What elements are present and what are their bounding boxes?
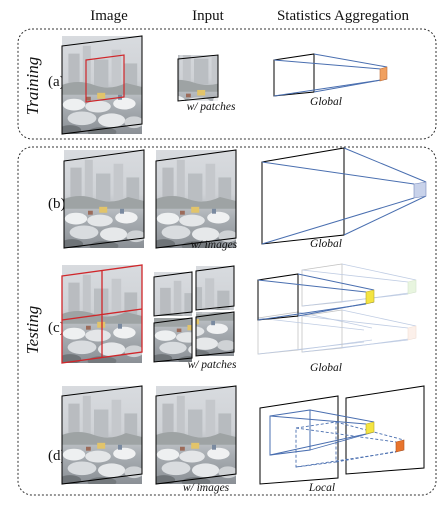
caption-d-input: w/ images <box>183 482 230 494</box>
testing-label: Testing <box>23 306 42 355</box>
caption-d-agg: Local <box>308 482 335 494</box>
input-c-patches <box>153 265 235 363</box>
row-label-c: (c) <box>48 320 65 336</box>
header-input: Input <box>192 8 224 24</box>
caption-a-agg: Global <box>310 96 342 108</box>
cube-peach <box>407 325 417 341</box>
header-statistics-aggregation: Statistics Aggregation <box>277 8 410 24</box>
training-label: Training <box>23 57 42 116</box>
aggregation-b <box>261 147 427 245</box>
patch-box-red <box>85 54 125 103</box>
cube-green <box>407 279 417 295</box>
input-b <box>155 149 237 249</box>
input-d <box>155 385 237 485</box>
row-label-d: (d) <box>48 448 66 464</box>
caption-b-agg: Global <box>310 238 342 250</box>
aggregation-a <box>273 53 388 97</box>
cube-yellow-local <box>365 421 375 435</box>
aggregation-c <box>257 263 417 355</box>
image-d <box>61 385 143 485</box>
row-label-a: (a) <box>48 74 65 90</box>
header-image: Image <box>90 8 128 24</box>
caption-b-input: w/ images <box>191 239 238 251</box>
training-input-patch <box>177 54 219 102</box>
image-c-grid <box>61 264 143 364</box>
cube-orange <box>379 66 388 82</box>
caption-c-agg: Global <box>310 362 342 374</box>
cube-yellow <box>365 289 375 305</box>
aggregation-d <box>259 385 425 485</box>
training-section-box <box>17 28 437 140</box>
caption-a-input: w/ patches <box>187 101 236 113</box>
training-image <box>61 35 143 135</box>
cube-dark-orange <box>395 439 405 453</box>
row-label-b: (b) <box>48 196 66 212</box>
caption-c-input: w/ patches <box>188 359 237 371</box>
testing-section-box <box>17 146 437 496</box>
cube-lightblue <box>413 181 427 199</box>
image-b <box>63 149 145 249</box>
